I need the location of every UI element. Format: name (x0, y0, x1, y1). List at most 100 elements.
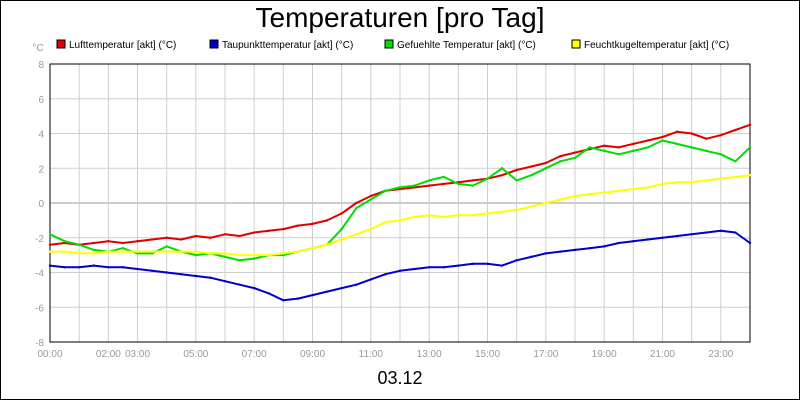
data-point (136, 240, 139, 243)
data-point (748, 241, 752, 245)
data-point (471, 179, 475, 182)
data-point (165, 271, 168, 274)
data-point (194, 234, 198, 238)
data-point (223, 279, 227, 283)
data-point (588, 146, 591, 149)
data-point (559, 198, 562, 201)
chart-title: Temperaturen [pro Tag] (255, 2, 545, 33)
data-point (121, 246, 125, 250)
data-point (413, 267, 416, 271)
data-point (559, 250, 562, 253)
data-point (515, 168, 518, 172)
data-point (136, 252, 139, 255)
data-point (180, 238, 183, 241)
data-point (77, 252, 81, 255)
data-point (369, 227, 373, 231)
data-point (486, 212, 489, 215)
data-point (427, 266, 431, 269)
data-point (646, 146, 650, 149)
data-point (573, 151, 577, 154)
data-point (617, 241, 620, 245)
data-point (209, 252, 212, 255)
data-point (413, 184, 416, 187)
data-point (398, 269, 402, 272)
data-point (296, 297, 300, 300)
data-point (107, 240, 110, 243)
data-point (48, 243, 52, 246)
y-tick-label: 4 (38, 130, 44, 141)
data-point (734, 160, 737, 163)
data-point (617, 153, 620, 156)
data-point (602, 144, 606, 147)
y-tick-label: 8 (38, 60, 44, 71)
x-tick-label: 03:00 (125, 349, 150, 360)
data-point (92, 264, 95, 267)
data-point (340, 227, 343, 231)
data-point (355, 201, 358, 205)
data-point (48, 250, 52, 253)
legend-swatch (571, 39, 581, 49)
data-point (734, 231, 737, 234)
data-point (92, 241, 95, 245)
data-point (471, 262, 475, 266)
x-tick-label: 02:00 (96, 349, 121, 360)
data-point (675, 130, 679, 133)
data-point (340, 286, 343, 290)
data-point (107, 266, 110, 269)
data-point (398, 219, 402, 222)
data-point (661, 139, 664, 142)
data-point (500, 210, 504, 213)
legend-label: Feuchtkugeltemperatur [akt] (°C) (584, 40, 729, 51)
data-point (646, 238, 650, 241)
chart-date-label: 03.12 (377, 368, 423, 388)
data-point (617, 146, 620, 149)
x-tick-label: 17:00 (533, 349, 558, 360)
data-point (355, 283, 358, 286)
data-point (661, 135, 664, 139)
data-point (486, 177, 489, 180)
data-point (588, 246, 591, 250)
data-point (267, 253, 270, 257)
data-point (136, 250, 139, 253)
data-point (632, 142, 635, 146)
data-point (690, 132, 693, 135)
data-point (632, 240, 635, 243)
data-point (427, 179, 431, 182)
data-point (296, 250, 300, 253)
x-tick-label: 21:00 (650, 349, 675, 360)
data-point (544, 201, 548, 205)
data-point (705, 179, 708, 182)
data-point (165, 250, 168, 253)
data-point (121, 266, 125, 269)
x-tick-label: 11:00 (359, 349, 384, 360)
data-point (384, 273, 387, 276)
data-point (282, 299, 285, 302)
data-point (457, 182, 460, 186)
legend-swatch (209, 39, 219, 49)
data-point (632, 187, 635, 191)
data-point (165, 245, 168, 248)
data-point (194, 253, 198, 257)
data-point (92, 248, 95, 252)
data-point (325, 219, 329, 222)
legend-swatch (56, 39, 66, 49)
data-point (734, 128, 737, 132)
x-tick-label: 15:00 (475, 349, 500, 360)
data-point (442, 182, 445, 186)
data-point (442, 215, 445, 219)
data-point (180, 273, 183, 276)
data-point (267, 229, 270, 232)
data-point (398, 186, 402, 189)
data-point (471, 184, 475, 187)
legend-label: Taupunkttemperatur [akt] (°C) (222, 40, 353, 51)
data-point (427, 184, 431, 187)
data-point (413, 215, 416, 219)
data-point (457, 213, 460, 217)
data-point (282, 227, 285, 231)
data-point (675, 180, 679, 184)
data-point (238, 253, 241, 257)
data-point (719, 153, 723, 156)
data-point (282, 253, 285, 257)
legend-swatch (384, 39, 394, 49)
